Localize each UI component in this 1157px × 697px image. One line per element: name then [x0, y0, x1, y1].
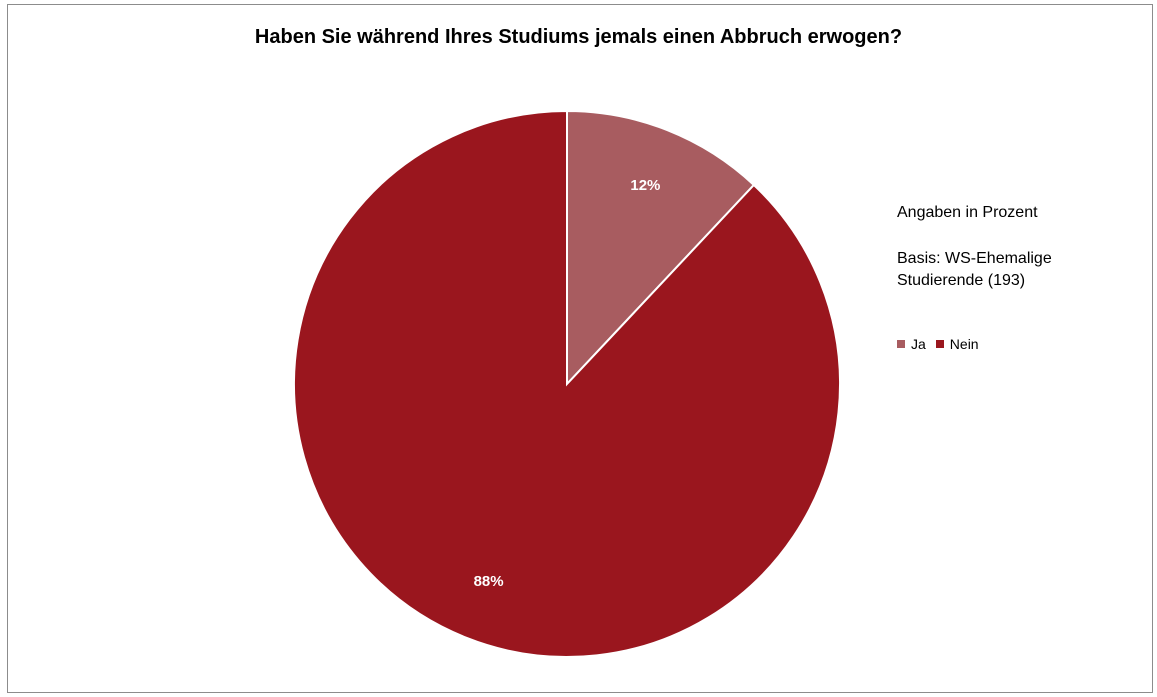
- chart-title: Haben Sie während Ihres Studiums jemals …: [254, 26, 903, 48]
- pie-slice-nein: [293, 109, 841, 658]
- legend-swatch-ja: [897, 340, 905, 348]
- unit-note: Angaben in Prozent: [897, 204, 1038, 221]
- data-label-nein: 88%: [474, 573, 504, 590]
- pie-slice-ja: [566, 109, 756, 387]
- legend-label-nein: Nein: [949, 336, 979, 352]
- legend-label-ja: Ja: [911, 336, 926, 352]
- data-label-ja: 12%: [630, 177, 660, 194]
- legend-item-nein: Nein: [935, 336, 979, 352]
- basis-note: Basis: WS-Ehemalige Studierende (193): [897, 250, 1052, 289]
- legend: Ja Nein: [897, 336, 989, 352]
- legend-swatch-nein: [935, 340, 944, 348]
- legend-item-ja: Ja: [897, 336, 926, 352]
